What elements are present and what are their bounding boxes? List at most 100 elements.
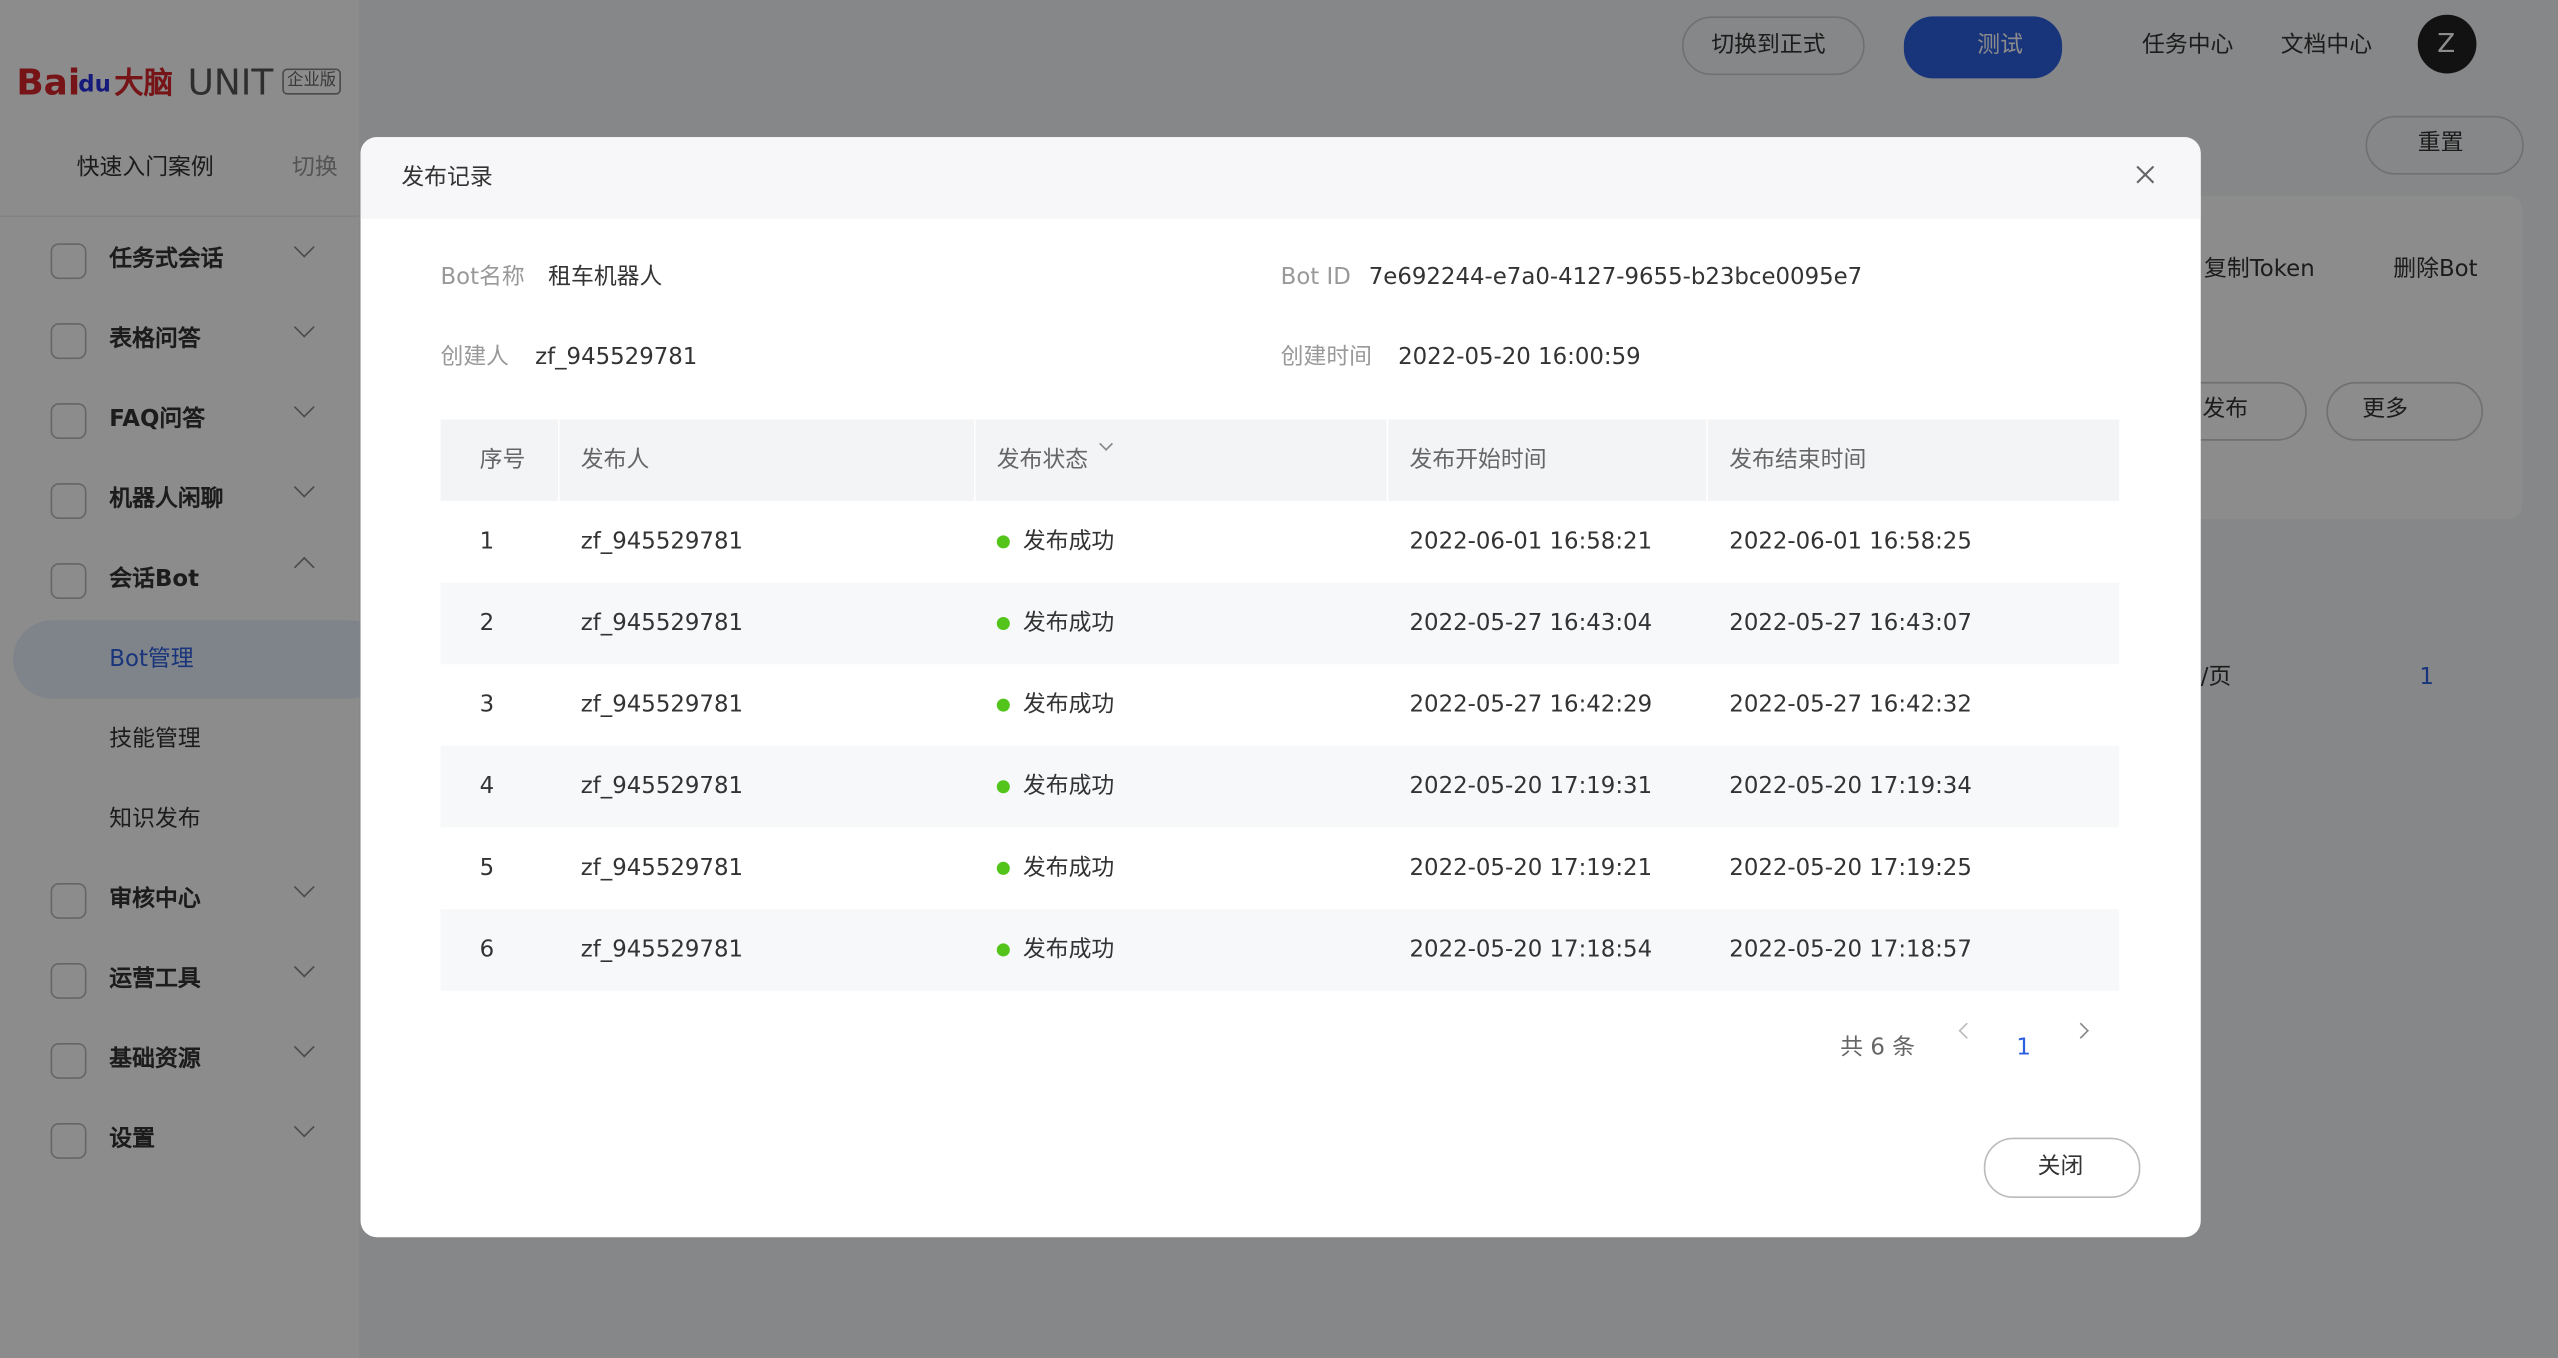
table-cell: 2022-05-20 17:19:34 — [1729, 773, 1972, 800]
edition: 企业版 — [282, 68, 341, 95]
column-header: 序号 — [479, 447, 526, 474]
logo-unit: UNIT — [187, 63, 274, 105]
field-value: 2022-05-20 16:00:59 — [1398, 344, 1641, 371]
table-row-bg — [440, 909, 2120, 991]
dialog: 发布记录 Bot名称 租车机器人 Bot ID 7e692244-e7a0-4127-9… — [360, 137, 2201, 1238]
menu-icon — [50, 962, 87, 999]
table-cell: 6 — [479, 936, 495, 963]
menu-icon — [50, 243, 87, 280]
active-bg — [13, 620, 389, 699]
bg-page: 1 — [2419, 664, 2434, 691]
publish-text[interactable]: 发布 — [2202, 396, 2249, 423]
current-page[interactable]: 1 — [2016, 1034, 2031, 1061]
menu-icon — [50, 1122, 87, 1159]
table-cell: 2022-05-20 17:19:21 — [1409, 855, 1653, 882]
status-dot — [996, 535, 1010, 549]
close-text[interactable]: 关闭 — [2037, 1153, 2084, 1181]
menu-item[interactable]: Bot管理 — [109, 646, 194, 673]
dialog-title: 发布记录 — [401, 164, 493, 191]
more-button[interactable] — [2326, 381, 2483, 441]
table-cell: zf_945529781 — [580, 528, 744, 555]
column-header: 发布开始时间 — [1409, 447, 1547, 474]
test-text[interactable]: 测试 — [1977, 32, 2023, 59]
menu-item[interactable]: 设置 — [109, 1126, 155, 1153]
pagination-total: 共 6 条 — [1840, 1034, 1915, 1061]
delete-bot[interactable]: 删除Bot — [2393, 256, 2478, 283]
menu-item[interactable]: 表格问答 — [109, 326, 201, 353]
table-header — [440, 419, 2120, 502]
test-button[interactable] — [1903, 16, 2063, 79]
field-value: 7e692244-e7a0-4127-9655-b23bce0095e7 — [1368, 264, 1863, 291]
next-page — [2072, 1022, 2089, 1039]
table-row-bg — [440, 582, 2120, 665]
table-cell: zf_945529781 — [580, 855, 744, 882]
field-label: Bot ID — [1280, 264, 1351, 291]
table-cell: 发布成功 — [1022, 610, 1115, 637]
field-value: zf_945529781 — [535, 344, 698, 371]
column-separator — [557, 419, 560, 502]
quick-start[interactable]: 快速入门案例 — [76, 155, 214, 182]
table-cell: 2022-05-20 17:19:31 — [1409, 773, 1653, 800]
menu-item[interactable]: 运营工具 — [109, 966, 201, 993]
table-cell: zf_945529781 — [580, 692, 744, 719]
menu-item[interactable]: 技能管理 — [109, 726, 201, 753]
table-cell: 发布成功 — [1022, 773, 1115, 800]
table-row-bg — [440, 745, 2120, 828]
table-cell: 2022-05-20 17:18:54 — [1409, 936, 1653, 963]
menu-icon — [50, 403, 87, 440]
status-dot — [996, 616, 1010, 631]
field-label: 创建时间 — [1280, 344, 1373, 371]
menu-item[interactable]: 基础资源 — [109, 1046, 201, 1073]
table-cell: 2022-05-20 17:19:25 — [1729, 855, 1972, 882]
switch-text[interactable]: 切换到正式 — [1711, 32, 1826, 59]
close-icon[interactable] — [2136, 165, 2156, 185]
table-cell: 2022-05-27 16:42:29 — [1409, 692, 1653, 719]
table-cell: 2 — [479, 610, 495, 637]
copy-token[interactable]: 复制Token — [2204, 256, 2315, 283]
field-label: 创建人 — [440, 344, 509, 371]
menu-icon — [50, 563, 87, 600]
logo-brand: Bai — [16, 63, 81, 105]
divider — [0, 215, 359, 218]
switch-link[interactable]: 切换 — [292, 155, 338, 182]
logo-naozi: 大脑 — [114, 66, 173, 102]
menu-icon — [50, 323, 87, 360]
table-cell: 发布成功 — [1022, 528, 1115, 555]
menu-icon — [50, 1042, 87, 1079]
table-cell: 发布成功 — [1022, 692, 1115, 719]
menu-icon — [50, 883, 87, 919]
menu-item[interactable]: FAQ问答 — [109, 406, 206, 433]
avatar-text: Z — [2437, 27, 2456, 59]
field-value: 租车机器人 — [548, 264, 663, 291]
switch-button[interactable] — [1681, 16, 1865, 76]
table-cell: 3 — [479, 692, 495, 719]
menu-item[interactable]: 审核中心 — [109, 886, 201, 913]
menu-item[interactable]: 任务式会话 — [109, 246, 224, 273]
sidebar: Bai du 大脑 UNIT 企业版 快速入门案例 切换 任务式会话 表格问答 FAQ问答 机器人闲… — [0, 0, 389, 1358]
status-dot — [996, 698, 1010, 712]
close-button[interactable] — [1983, 1137, 2141, 1199]
table-cell: 4 — [479, 773, 495, 800]
bot-card — [2169, 195, 2523, 520]
column-separator — [973, 419, 976, 502]
doc-center[interactable]: 文档中心 — [2280, 32, 2373, 59]
menu-item[interactable]: 知识发布 — [109, 806, 201, 833]
column-header: 发布人 — [580, 447, 650, 474]
table-cell: 2022-06-01 16:58:21 — [1409, 528, 1653, 555]
table-cell: zf_945529781 — [580, 936, 744, 963]
avatar[interactable] — [2417, 14, 2477, 74]
status-dot — [996, 943, 1010, 957]
menu-item[interactable]: 会话Bot — [109, 566, 200, 593]
table-cell: 发布成功 — [1022, 936, 1115, 963]
more-text[interactable]: 更多 — [2362, 396, 2408, 423]
column-separator — [1706, 419, 1709, 502]
dialog-header — [360, 137, 2201, 219]
status-dot — [996, 780, 1010, 794]
reset-text[interactable]: 重置 — [2417, 130, 2464, 157]
reset-button[interactable] — [2365, 115, 2524, 175]
menu-item[interactable]: 机器人闲聊 — [109, 486, 224, 513]
table-cell: 发布成功 — [1022, 855, 1115, 882]
column-separator — [1386, 419, 1389, 502]
table-cell: 2022-05-27 16:43:07 — [1729, 610, 1972, 637]
task-center[interactable]: 任务中心 — [2142, 32, 2234, 59]
